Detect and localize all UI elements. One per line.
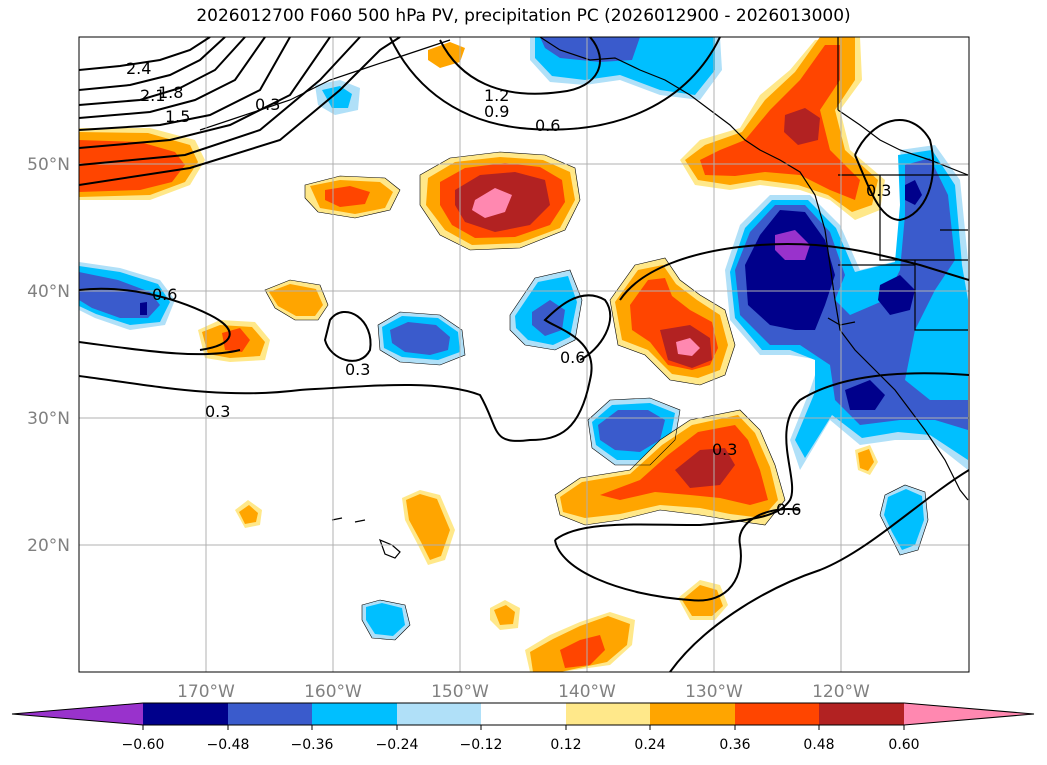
cbar-label-1: −0.48	[207, 737, 250, 753]
colorbar-bin-neg060	[143, 703, 228, 725]
contour-label-1.2: 1.2	[484, 86, 509, 105]
contour-label-2.1: 2.1	[140, 86, 165, 105]
colorbar-tick-labels: −0.60 −0.48 −0.36 −0.24 −0.12 0.12 0.24 …	[122, 737, 920, 753]
colorbar-bin-neg024	[397, 703, 481, 725]
precip-outlines	[264, 151, 929, 641]
lon-label-120: 120°W	[812, 682, 870, 702]
contour-label-0.3-a: 0.3	[345, 360, 370, 379]
lat-label-30: 30°N	[27, 409, 70, 429]
pv-contours	[79, 37, 969, 672]
contour-label-0.3-d: 0.3	[866, 181, 891, 200]
contour-label-0.3-e: 0.3	[255, 95, 280, 114]
precip-blob-central-pos	[610, 258, 735, 385]
lat-tick-labels: 50°N 40°N 30°N 20°N	[27, 155, 70, 556]
colorbar-bin-neg048	[228, 703, 312, 725]
plot-frame	[78, 36, 970, 673]
plot-area: 2.4 2.1 1.8 1.5 1.2 0.9 0.6 0.6 0.6 0.6 …	[79, 37, 969, 672]
cbar-label-8: 0.48	[803, 737, 834, 753]
colorbar-bin-pos036	[735, 703, 819, 725]
colorbar: −0.60 −0.48 −0.36 −0.24 −0.12 0.12 0.24 …	[11, 702, 1035, 753]
precip-blob-bc-coast	[680, 37, 885, 220]
lat-label-50: 50°N	[27, 155, 70, 175]
contour-label-0.3-c: 0.3	[712, 440, 737, 459]
cbar-label-7: 0.36	[719, 737, 750, 753]
coastlines	[199, 37, 969, 559]
contour-label-2.4: 2.4	[126, 59, 151, 78]
lon-label-140: 140°W	[558, 682, 616, 702]
cbar-label-9: 0.60	[888, 737, 919, 753]
colorbar-ticks	[142, 725, 905, 730]
contour-label-0.6-central: 0.6	[560, 348, 585, 367]
contour-label-0.6-west: 0.6	[152, 285, 177, 304]
contour-label-1.5: 1.5	[165, 107, 190, 126]
colorbar-bin-pos012	[566, 703, 650, 725]
cbar-label-5: 0.12	[550, 737, 581, 753]
lat-label-20: 20°N	[27, 536, 70, 556]
map-title: 2026012700 F060 500 hPa PV, precipitatio…	[196, 6, 851, 26]
contour-labels: 2.4 2.1 1.8 1.5 1.2 0.9 0.6 0.6 0.6 0.6 …	[126, 59, 891, 519]
colorbar-bin-pos048	[819, 703, 904, 725]
colorbar-extend-neg	[12, 703, 143, 725]
lon-label-130: 130°W	[685, 682, 743, 702]
lon-label-170: 170°W	[177, 682, 235, 702]
lon-tick-labels: 170°W 160°W 150°W 140°W 130°W 120°W	[177, 682, 870, 702]
contour-label-1.8: 1.8	[158, 83, 183, 102]
precip-blob-subtropical-pos	[198, 280, 878, 672]
colorbar-bin-pos024	[650, 703, 735, 725]
cbar-label-3: −0.24	[376, 737, 419, 753]
cbar-label-0: −0.60	[122, 737, 165, 753]
colorbar-extend-pos	[904, 703, 1034, 725]
colorbar-bin-neutral	[481, 703, 566, 725]
cbar-label-4: −0.12	[460, 737, 503, 753]
precip-blob-gulf-alaska-neg	[530, 37, 722, 100]
colorbar-bin-neg036	[312, 703, 397, 725]
contour-label-0.3-b: 0.3	[205, 402, 230, 421]
lon-label-160: 160°W	[304, 682, 362, 702]
cbar-label-2: −0.36	[291, 737, 334, 753]
lon-label-150: 150°W	[431, 682, 489, 702]
contour-label-0.9: 0.9	[484, 102, 509, 121]
contour-label-0.6-south: 0.6	[776, 500, 801, 519]
precip-blob-us-west-coast-neg	[725, 145, 968, 470]
precip-blob-central-neg	[79, 262, 928, 640]
cbar-label-6: 0.24	[634, 737, 665, 753]
lat-label-40: 40°N	[27, 282, 70, 302]
precip-blob-small-2	[428, 42, 465, 68]
contour-label-0.6-north: 0.6	[535, 116, 560, 135]
precip-blob-small-1	[305, 176, 400, 218]
